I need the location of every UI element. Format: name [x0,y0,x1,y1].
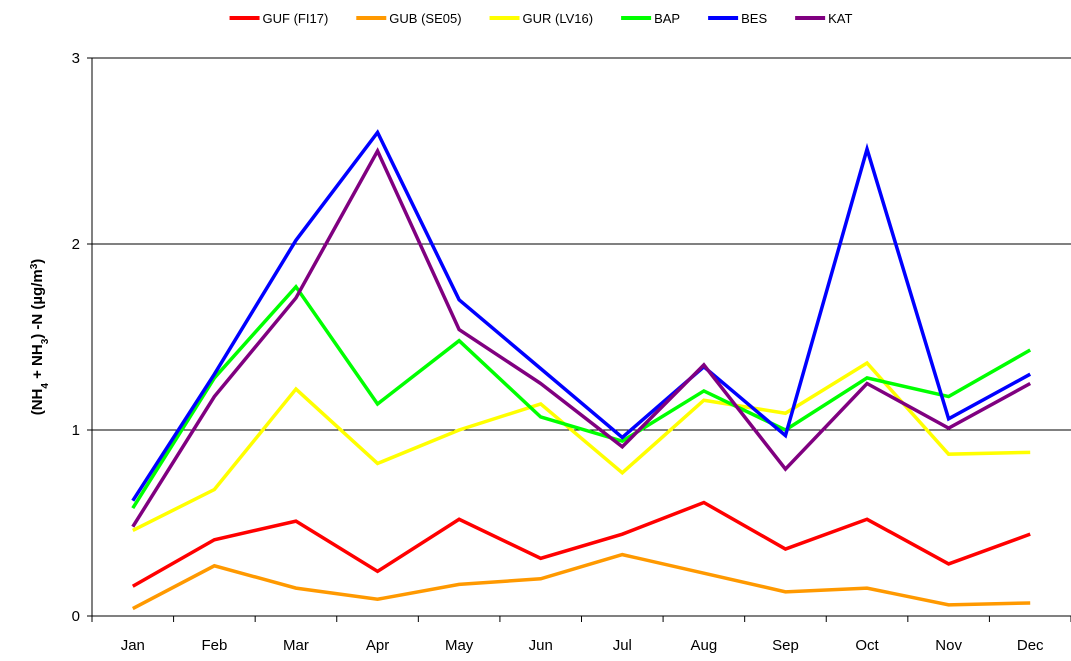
series-line [132,360,1031,533]
x-tick-label: Sep [772,637,799,654]
y-axis-label-part: (NH [29,389,46,416]
y-tick-label: 1 [72,422,80,439]
series-line [131,129,1032,502]
x-tick-label: Nov [935,637,962,654]
x-tick-label: Jul [613,637,632,654]
x-tick-label: Dec [1017,637,1044,654]
y-axis-label-part: ) -N (µg/m [29,269,46,338]
legend-label: GUF (FI17) [263,11,329,26]
legend-label: BAP [654,11,680,26]
y-tick-label: 2 [72,236,80,253]
y-axis-label: (NH4 + NH3) -N (µg/m3) [29,259,51,416]
series-line [131,147,1032,528]
series-line [131,552,1031,611]
series-line [131,283,1032,510]
y-axis-label-part: ) [29,259,46,264]
x-tick-label: Apr [366,637,389,654]
legend-label: KAT [828,11,852,26]
y-axis-label-part: 3 [29,263,40,269]
x-tick-label: Jun [529,637,553,654]
series-line [131,500,1031,588]
legend-label: GUR (LV16) [523,11,594,26]
y-tick-label: 0 [72,608,80,625]
x-tick-label: Feb [201,637,227,654]
x-tick-label: Jan [121,637,145,654]
y-axis-label-part: + NH [29,344,46,383]
x-tick-label: Mar [283,637,309,654]
legend-label: BES [741,11,767,26]
legend: GUF (FI17) GUB (SE05) GUR (LV16) BAP BES KAT [229,11,853,26]
x-tick-label: Oct [855,637,879,654]
x-tick-label: Aug [691,637,718,654]
legend-label: GUB (SE05) [389,11,461,26]
y-tick-label: 3 [72,50,80,67]
x-tick-label: May [445,637,474,654]
y-axis-label-part: 4 [40,383,51,389]
y-axis-label-part: 3 [40,338,51,344]
